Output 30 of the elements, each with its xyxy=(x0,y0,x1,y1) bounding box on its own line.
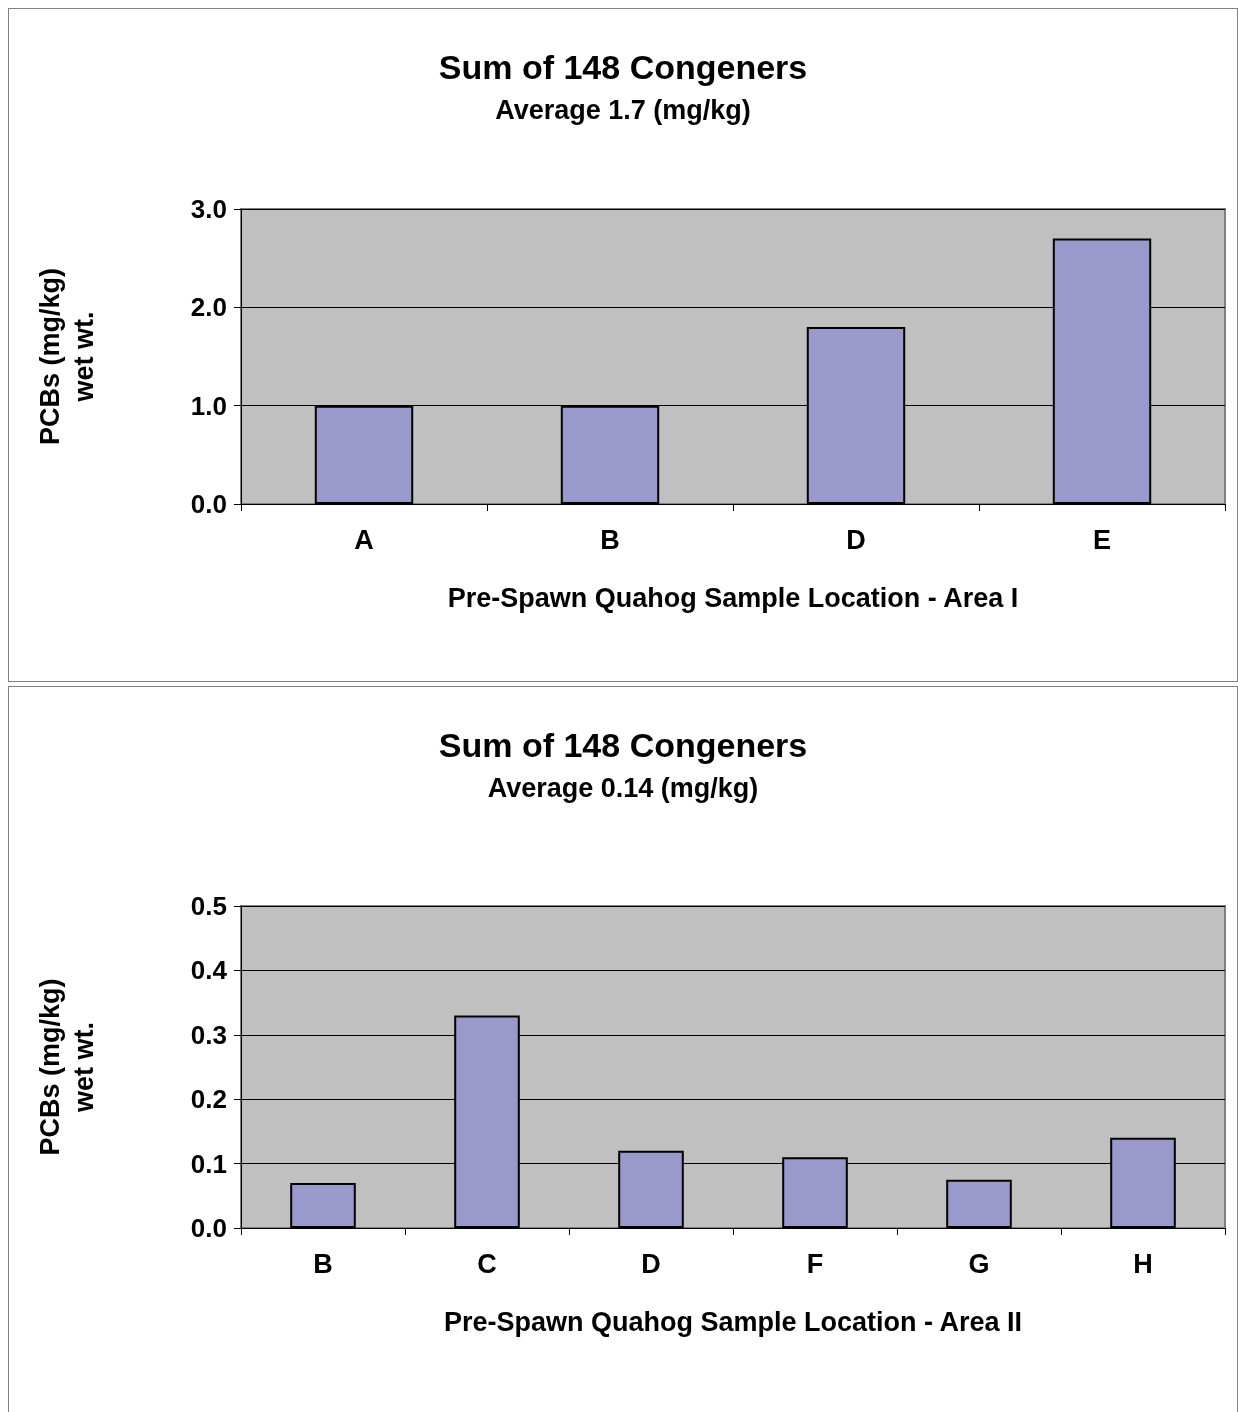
chart-title: Sum of 148 Congeners xyxy=(438,48,808,86)
x-tick-label: D xyxy=(641,1248,661,1279)
y-axis-title: PCBs (mg/kg) wet wt. xyxy=(35,978,99,1156)
y-tick-label: 2.0 xyxy=(190,292,227,323)
chart-title: Sum of 148 Congeners xyxy=(438,726,808,764)
x-tick-label: G xyxy=(968,1248,990,1279)
y-tick-label: 0.0 xyxy=(190,1213,227,1243)
x-tick-label: H xyxy=(1133,1248,1153,1279)
bar xyxy=(290,1182,356,1228)
x-tick-label: D xyxy=(846,524,866,555)
y-tick-label: 0.5 xyxy=(190,891,227,921)
y-tick-label: 0.3 xyxy=(190,1019,227,1050)
chart-subtitle: Average 0.14 (mg/kg) xyxy=(487,772,759,803)
x-tick-label: F xyxy=(806,1248,824,1279)
x-tick-label: B xyxy=(600,524,620,555)
x-tick-label: E xyxy=(1092,524,1112,555)
y-tick-label: 0.1 xyxy=(190,1148,227,1179)
y-tick-label: 0.4 xyxy=(190,955,228,986)
x-tick-label: A xyxy=(354,524,374,555)
y-tick-label: 1.0 xyxy=(190,390,227,421)
bar xyxy=(946,1179,1012,1228)
y-tick-label: 0.0 xyxy=(190,489,227,519)
y-tick-label: 0.2 xyxy=(190,1084,227,1115)
y-axis-title: PCBs (mg/kg) wet wt. xyxy=(35,267,99,446)
chart-subtitle: Average 1.7 (mg/kg) xyxy=(495,94,751,125)
x-tick-label: B xyxy=(313,1248,333,1279)
x-tick-label: C xyxy=(477,1248,497,1279)
x-axis-title: Pre-Spawn Quahog Sample Location - Area I xyxy=(447,582,1019,613)
x-axis-title: Pre-Spawn Quahog Sample Location - Area II xyxy=(443,1306,1023,1337)
y-tick-label: 3.0 xyxy=(190,194,227,224)
